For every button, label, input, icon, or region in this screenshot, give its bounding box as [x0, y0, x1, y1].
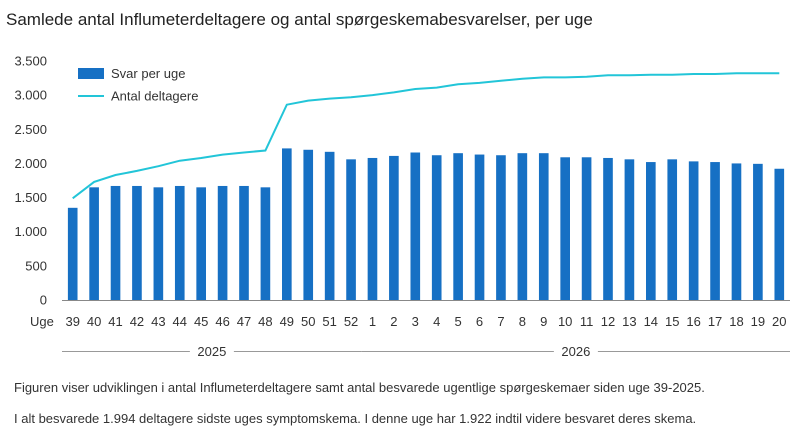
deltagere-line — [72, 72, 780, 200]
x-tick-label: 7 — [497, 314, 504, 329]
x-tick-label: 46 — [215, 314, 229, 329]
x-tick-label: 40 — [87, 314, 101, 329]
year-label: 2026 — [561, 344, 590, 359]
bar — [581, 157, 592, 300]
x-axis-prefix: Uge — [30, 314, 54, 329]
bar — [560, 157, 570, 300]
bar — [453, 153, 463, 300]
y-tick-label: 0 — [40, 293, 47, 308]
bar — [153, 187, 164, 300]
footnote-1: Figuren viser udviklingen i antal Influm… — [14, 380, 705, 395]
bar — [688, 161, 699, 300]
x-tick-label: 48 — [258, 314, 272, 329]
x-tick-label: 52 — [344, 314, 358, 329]
x-tick-label: 39 — [65, 314, 79, 329]
bar — [753, 163, 763, 300]
bar — [474, 154, 485, 300]
bar — [217, 185, 228, 300]
x-tick-label: 1 — [369, 314, 376, 329]
bar — [667, 159, 678, 300]
bar — [496, 155, 506, 300]
bar — [431, 155, 442, 300]
x-tick-label: 10 — [558, 314, 572, 329]
bar — [67, 207, 78, 300]
x-tick-label: 50 — [301, 314, 315, 329]
bar — [603, 157, 613, 300]
legend-label-line: Antal deltagere — [111, 89, 198, 104]
x-tick-label: 11 — [580, 314, 594, 329]
x-tick-label: 49 — [280, 314, 294, 329]
x-tick-label: 41 — [108, 314, 122, 329]
y-tick-label: 2.000 — [14, 156, 47, 171]
bar — [196, 187, 206, 300]
bar — [239, 185, 249, 300]
x-tick-label: 14 — [644, 314, 658, 329]
y-tick-label: 3.000 — [14, 88, 47, 103]
bar — [646, 162, 656, 300]
x-tick-label: 42 — [130, 314, 144, 329]
bar — [731, 163, 742, 300]
x-tick-label: 45 — [194, 314, 208, 329]
x-tick-label: 6 — [476, 314, 483, 329]
x-tick-label: 9 — [540, 314, 547, 329]
x-tick-label: 2 — [390, 314, 397, 329]
y-tick-label: 1.500 — [14, 190, 47, 205]
y-tick-label: 2.500 — [14, 122, 47, 137]
bar — [303, 149, 314, 300]
bar — [367, 157, 378, 300]
x-tick-label: 19 — [751, 314, 765, 329]
bar-series — [67, 148, 785, 300]
bar — [324, 151, 335, 300]
y-tick-label: 500 — [25, 258, 47, 273]
legend-swatch-bar — [78, 68, 104, 79]
x-tick-label: 51 — [322, 314, 336, 329]
footnote-2: I alt besvarede 1.994 deltagere sidste u… — [14, 411, 697, 426]
x-tick-label: 44 — [173, 314, 187, 329]
bar — [132, 185, 142, 300]
x-tick-label: 4 — [433, 314, 440, 329]
year-label: 2025 — [197, 344, 226, 359]
x-tick-label: 15 — [665, 314, 679, 329]
legend-label-bar: Svar per uge — [111, 66, 185, 81]
x-tick-label: 3 — [412, 314, 419, 329]
y-axis: 0 500 1.000 1.500 2.000 2.500 3.000 3.500 — [14, 54, 47, 308]
bar — [346, 159, 356, 300]
year-groups: 2025 2026 — [62, 344, 790, 359]
y-tick-label: 3.500 — [14, 54, 47, 69]
x-tick-label: 18 — [729, 314, 743, 329]
x-axis: Uge 39 40 41 42 43 44 45 46 47 48 49 50 51 52 1 2 3 4 5 6 7 8 9… — [30, 300, 790, 329]
x-tick-label: 47 — [237, 314, 251, 329]
bar — [389, 155, 399, 300]
x-tick-label: 17 — [708, 314, 722, 329]
bar — [710, 162, 720, 300]
legend: Svar per uge Antal deltagere — [78, 66, 198, 104]
bar — [282, 148, 292, 300]
x-tick-label: 13 — [622, 314, 636, 329]
x-tick-label: 20 — [772, 314, 786, 329]
x-tick-label: 16 — [686, 314, 700, 329]
bar — [260, 187, 271, 300]
x-tick-label: 12 — [601, 314, 615, 329]
bar — [538, 153, 549, 300]
bar — [174, 185, 185, 300]
y-tick-label: 1.000 — [14, 224, 47, 239]
bar — [89, 187, 99, 300]
line-series — [72, 72, 780, 200]
x-tick-label: 8 — [519, 314, 526, 329]
bar — [774, 168, 785, 300]
x-tick-label: 5 — [455, 314, 462, 329]
bar — [110, 185, 121, 300]
chart-title: Samlede antal Influmeterdeltagere og ant… — [6, 10, 593, 29]
bar — [517, 153, 528, 300]
x-tick-label: 43 — [151, 314, 165, 329]
bar — [624, 159, 635, 300]
bar — [410, 152, 421, 300]
